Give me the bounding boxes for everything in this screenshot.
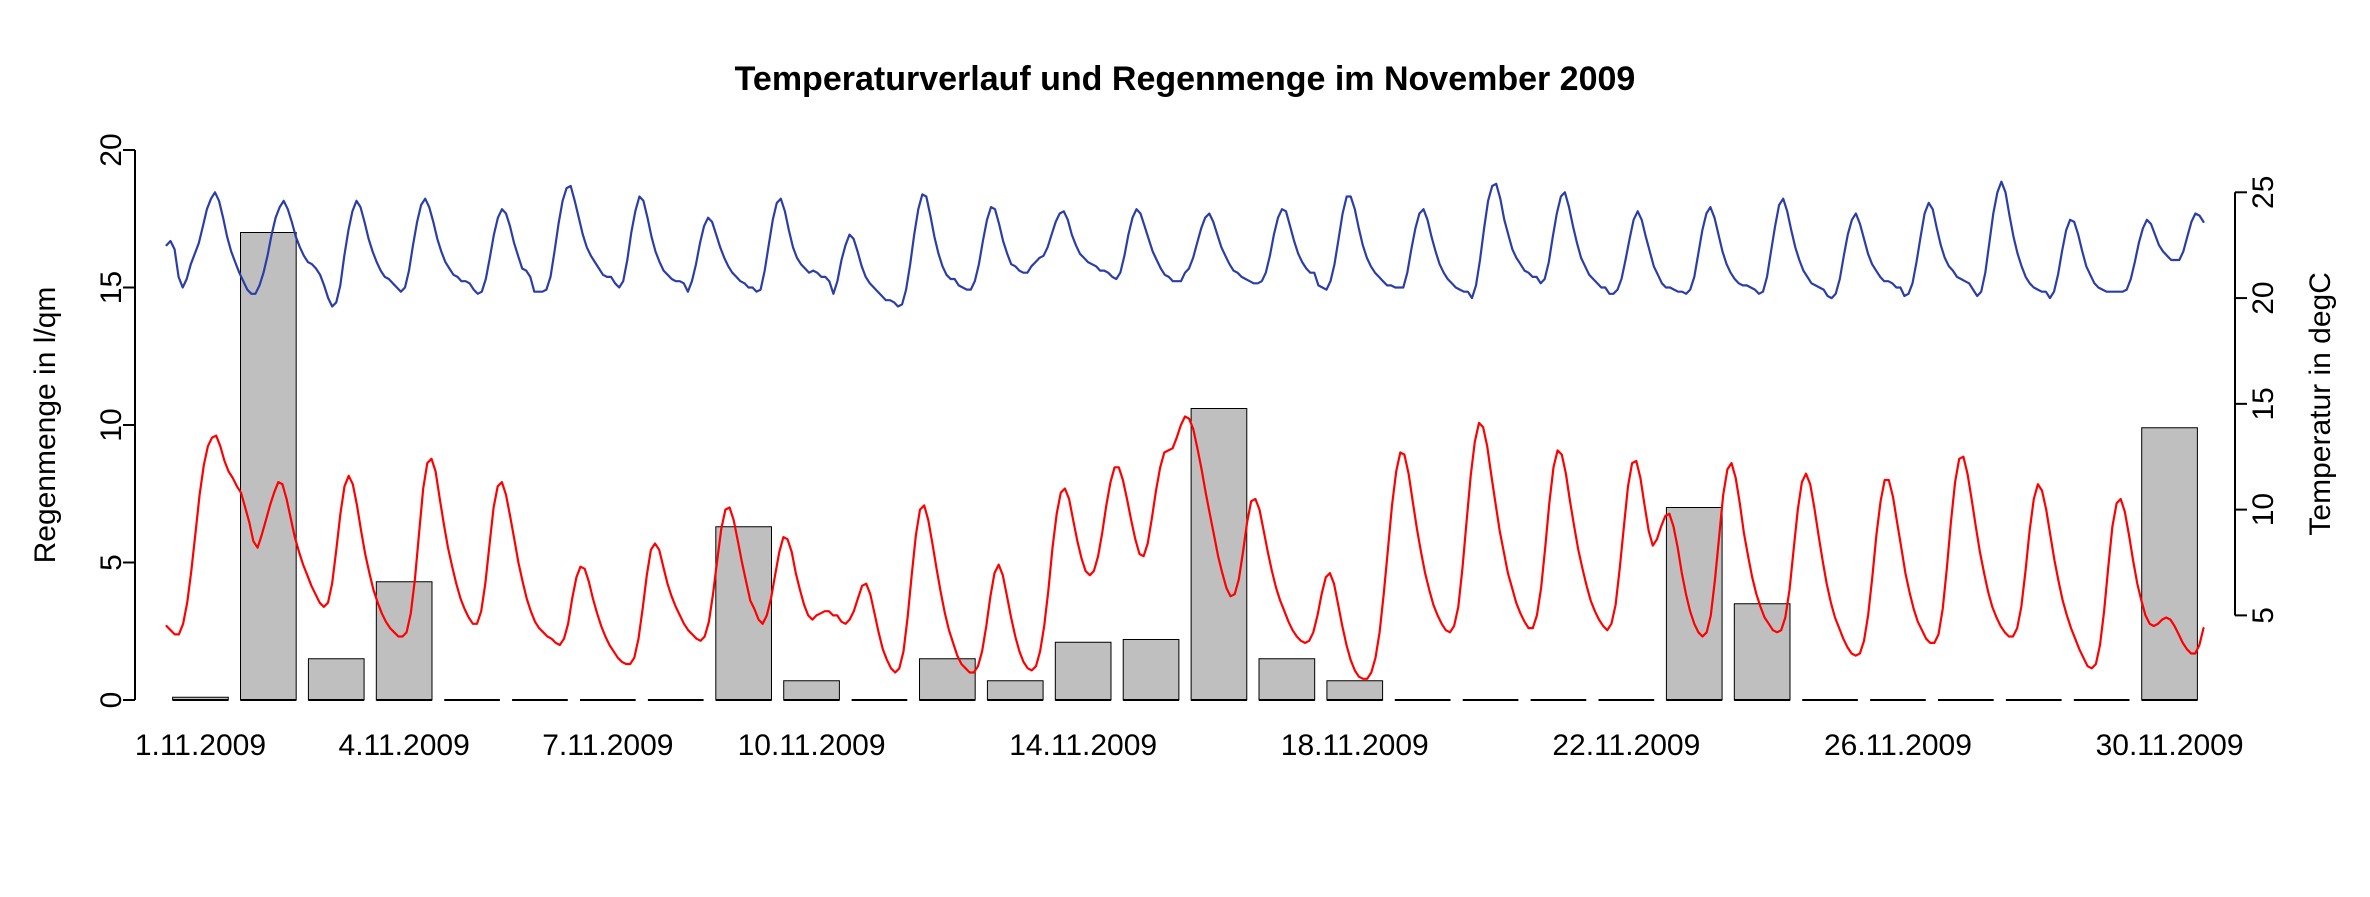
x-tick-label: 22.11.2009 [1552, 729, 1700, 762]
y-right-tick-label: 20 [2247, 281, 2280, 314]
y-right-tick-label: 5 [2247, 607, 2280, 624]
x-tick-label: 18.11.2009 [1281, 729, 1429, 762]
rain-bar [1327, 681, 1383, 700]
chart-container: Temperaturverlauf und Regenmenge im Nove… [0, 0, 2370, 897]
rain-bar [376, 582, 432, 700]
x-tick-label: 4.11.2009 [339, 729, 470, 762]
y-left-tick-label: 5 [95, 554, 128, 571]
chart-title: Temperaturverlauf und Regenmenge im Nove… [735, 60, 1636, 98]
x-tick-label: 26.11.2009 [1824, 729, 1972, 762]
y-right-tick-label: 25 [2247, 176, 2280, 209]
y-right-axis-label: Temperatur in degC [2304, 272, 2337, 535]
rain-bar [1191, 409, 1247, 701]
rain-bar [1123, 640, 1179, 701]
y-left-tick-label: 10 [95, 408, 128, 441]
rain-bar [308, 659, 364, 700]
y-left-tick-label: 15 [95, 271, 128, 304]
rain-bar [716, 527, 772, 700]
rain-bar [1734, 604, 1790, 700]
rain-bar [987, 681, 1043, 700]
x-tick-label: 1.11.2009 [135, 729, 266, 762]
y-right-tick-label: 10 [2247, 493, 2280, 526]
weather-chart: Temperaturverlauf und Regenmenge im Nove… [0, 0, 2370, 897]
rain-bar [241, 233, 297, 701]
rain-bar [1259, 659, 1315, 700]
x-tick-label: 10.11.2009 [738, 729, 886, 762]
x-tick-label: 30.11.2009 [2096, 729, 2244, 762]
y-left-tick-label: 0 [95, 692, 128, 709]
rain-bar [920, 659, 976, 700]
y-left-axis-label: Regenmenge in l/qm [29, 287, 62, 564]
x-tick-label: 14.11.2009 [1009, 729, 1157, 762]
y-left-tick-label: 20 [95, 133, 128, 166]
rain-bar [1055, 642, 1111, 700]
rain-bar [2142, 428, 2198, 700]
y-right-tick-label: 15 [2247, 387, 2280, 420]
x-tick-label: 7.11.2009 [542, 729, 673, 762]
rain-bar [784, 681, 840, 700]
